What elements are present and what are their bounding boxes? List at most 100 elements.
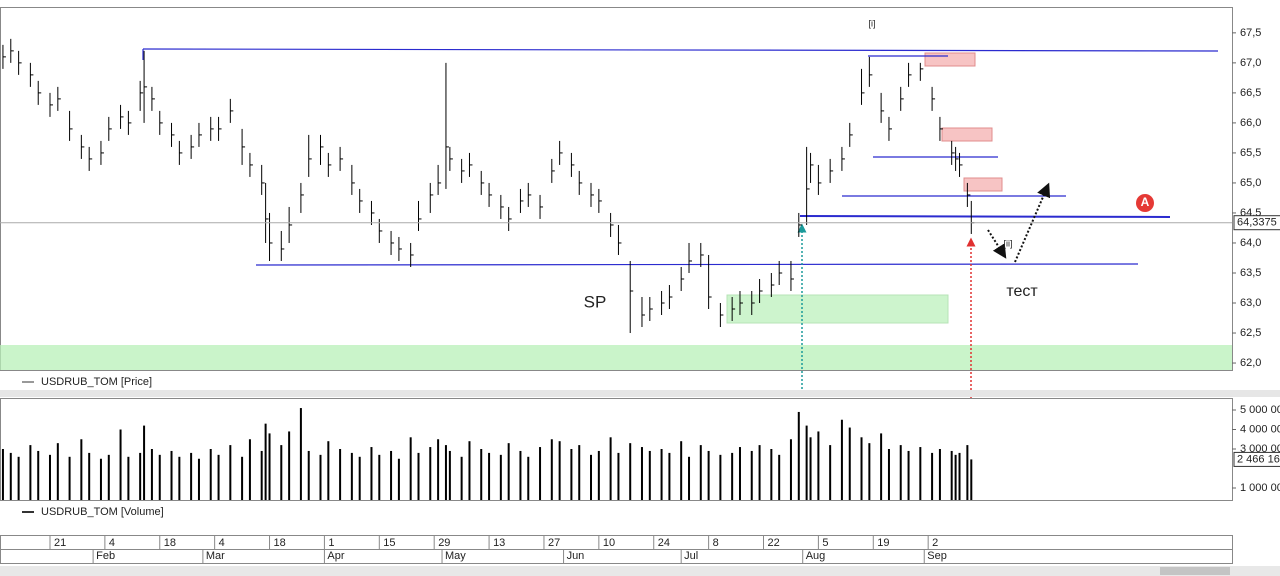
- annotation: A: [1141, 195, 1150, 209]
- y-tick-label: 62,0: [1240, 357, 1261, 369]
- volume-bar: [629, 443, 632, 500]
- volume-bar: [319, 454, 322, 500]
- x-tick-label: 5: [822, 537, 828, 549]
- volume-bar: [507, 443, 510, 500]
- volume-bar: [409, 437, 412, 500]
- x-tick-label: 21: [54, 537, 66, 549]
- chart-marks: 62,062,563,063,564,064,565,065,566,066,5…: [0, 27, 1280, 563]
- volume-bar: [264, 423, 267, 500]
- volume-bar: [143, 425, 146, 500]
- volume-bar: [907, 450, 910, 500]
- volume-bar: [731, 452, 734, 500]
- last-volume-label: 2 466 16: [1237, 453, 1280, 465]
- y-tick-label: 1 000 000: [1240, 482, 1280, 494]
- volume-bar: [954, 454, 957, 500]
- y-tick-label: 65,5: [1240, 147, 1261, 159]
- volume-bar: [217, 454, 220, 500]
- x-tick-label: 18: [164, 537, 176, 549]
- volume-bar: [248, 439, 251, 500]
- support-zone: [0, 345, 1232, 370]
- volume-bar: [170, 450, 173, 500]
- y-tick-label: 67,5: [1240, 27, 1261, 39]
- volume-bar: [817, 431, 820, 500]
- volume-bar: [750, 450, 753, 500]
- volume-bar: [668, 452, 671, 500]
- volume-bar: [868, 443, 871, 500]
- volume-bar: [680, 441, 683, 500]
- volume-bar: [758, 445, 761, 500]
- volume-bar: [288, 431, 291, 500]
- volume-bar: [848, 427, 851, 500]
- y-tick-label: 64,0: [1240, 237, 1261, 249]
- volume-bar: [468, 441, 471, 500]
- x-tick-label: 15: [383, 537, 395, 549]
- volume-bar: [327, 441, 330, 500]
- volume-bar: [299, 408, 302, 500]
- x-tick-label: 19: [877, 537, 889, 549]
- y-tick-label: 62,5: [1240, 327, 1261, 339]
- volume-bar: [950, 450, 953, 500]
- x-tick-label: 24: [658, 537, 670, 549]
- legend-label: USDRUB_TOM [Price]: [41, 376, 152, 388]
- volume-bar: [789, 439, 792, 500]
- last-price-box: [1233, 215, 1280, 231]
- volume-bar: [617, 452, 620, 500]
- volume-bar: [150, 449, 153, 500]
- annotation: тест: [1006, 283, 1038, 300]
- volume-bar: [648, 450, 651, 500]
- volume-bar: [9, 452, 12, 500]
- volume-bar: [480, 449, 483, 500]
- volume-bar: [597, 450, 600, 500]
- supply-zone: [963, 177, 1003, 192]
- volume-bar: [707, 450, 710, 500]
- y-tick-label: 66,0: [1240, 117, 1261, 129]
- last-price-label: 64,3375: [1237, 217, 1277, 229]
- volume-bar: [738, 447, 741, 500]
- volume-bar: [178, 456, 181, 500]
- volume-bar: [417, 452, 420, 500]
- volume-bar: [229, 445, 232, 500]
- scrollbar[interactable]: [0, 566, 1280, 576]
- volume-bar: [268, 433, 271, 500]
- volume-bar: [527, 456, 530, 500]
- volume-bar: [460, 456, 463, 500]
- volume-bar: [970, 459, 973, 500]
- volume-bar: [350, 452, 353, 500]
- volume-bar: [119, 429, 122, 500]
- month-tick-label: Jun: [567, 550, 585, 562]
- level-line: [799, 215, 1171, 218]
- volume-bar: [429, 447, 432, 500]
- x-tick-label: 27: [548, 537, 560, 549]
- x-tick-label: 1: [328, 537, 334, 549]
- month-tick-label: Jul: [684, 550, 698, 562]
- volume-bar: [17, 456, 20, 500]
- forecast-arrow: [987, 229, 1007, 259]
- volume-bar: [127, 456, 130, 500]
- x-tick-label: 4: [219, 537, 225, 549]
- volume-bar: [88, 452, 91, 500]
- volume-bar: [488, 452, 491, 500]
- volume-bar: [190, 452, 193, 500]
- demand-zone: [726, 294, 949, 324]
- volume-bar: [958, 452, 961, 500]
- volume-bar: [640, 447, 643, 500]
- volume-bar: [499, 454, 502, 500]
- volume-bar: [688, 456, 691, 500]
- volume-bar: [660, 449, 663, 500]
- level-line: [142, 48, 1219, 52]
- volume-bar: [56, 443, 59, 500]
- volume-bar: [938, 449, 941, 500]
- y-tick-label: 63,0: [1240, 297, 1261, 309]
- y-tick-label: 4 000 00: [1240, 423, 1280, 435]
- y-tick-label: 63,5: [1240, 267, 1261, 279]
- scroll-thumb[interactable]: [1160, 567, 1230, 575]
- price-panel: [0, 7, 1233, 371]
- volume-panel: [0, 398, 1233, 501]
- volume-bar: [397, 458, 400, 500]
- x-tick-label: 10: [603, 537, 615, 549]
- volume-bar: [570, 449, 573, 500]
- volume-bar: [99, 458, 102, 500]
- volume-bar: [539, 447, 542, 500]
- volume-bar: [829, 445, 832, 500]
